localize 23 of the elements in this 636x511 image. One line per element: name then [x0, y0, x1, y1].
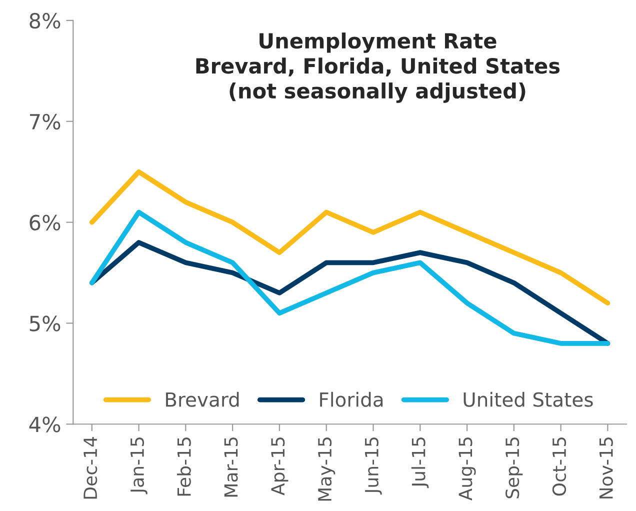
legend-label: Florida — [320, 392, 383, 407]
legend-label: Brevard — [166, 392, 239, 407]
line-series — [89, 210, 610, 346]
x-tick-label: Apr-15 — [271, 438, 288, 496]
x-tick-label: Aug-15 — [458, 438, 476, 501]
x-tick-label: Jul-15 — [411, 438, 429, 488]
legend-label: United States — [464, 392, 593, 407]
y-tick-label: 4% — [29, 416, 60, 432]
x-tick-label: Feb-15 — [176, 438, 191, 496]
x-tick-label: May-15 — [318, 438, 336, 501]
y-tick-label: 7% — [30, 114, 60, 130]
x-tick-label: Oct-15 — [552, 438, 566, 496]
x-tick-label: Sep-15 — [506, 438, 523, 498]
x-tick-label: Mar-15 — [224, 438, 238, 497]
x-tick-label: Nov-15 — [600, 438, 613, 498]
y-tick-label: 8% — [30, 12, 60, 29]
y-tick-label: 5% — [30, 316, 60, 332]
x-tick-label: Jan-15 — [130, 438, 148, 494]
y-tick-label: 6% — [30, 214, 60, 230]
line-series — [89, 169, 610, 306]
x-tick-label: Dec-14 — [84, 436, 98, 499]
text: Unemployment Rate Brevard, Florida, United States (not seasonally adjusted) — [196, 32, 560, 103]
x-tick-label: Jun-15 — [365, 438, 382, 495]
